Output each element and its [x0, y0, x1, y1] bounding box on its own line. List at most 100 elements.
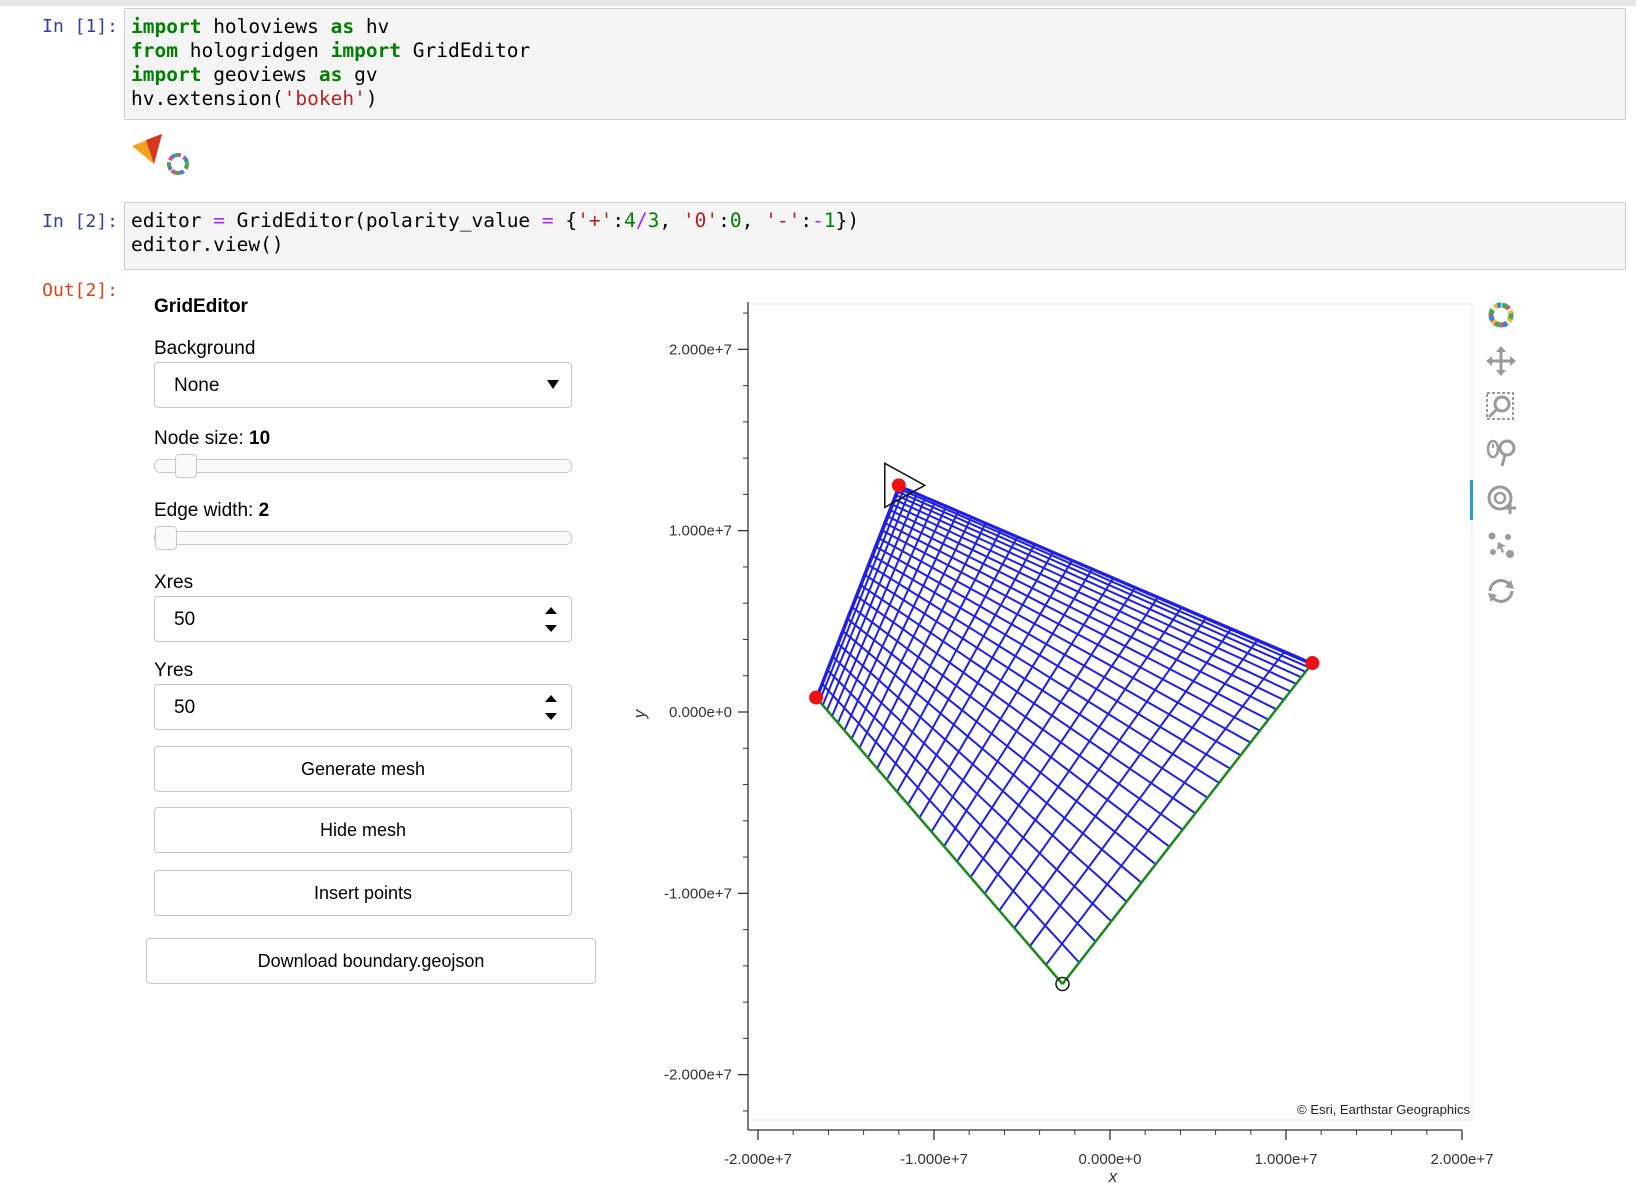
mesh-line-v	[880, 529, 1261, 732]
mesh-line-u	[998, 616, 1208, 912]
cell-2-prompt: In [2]:	[42, 211, 118, 232]
y-tick-label: 2.000e+7	[669, 341, 732, 358]
code-token: GridEditor(polarity_value	[224, 209, 542, 232]
boundary-edge-right	[1061, 662, 1314, 985]
insert-points-button[interactable]: Insert points	[154, 870, 572, 916]
background-select-value: None	[174, 375, 220, 396]
code-cell-2[interactable]: editor = GridEditor(polarity_value = {'+…	[124, 202, 1626, 270]
wheel-zoom-icon[interactable]	[1484, 436, 1518, 470]
mesh-line-v	[894, 493, 1302, 679]
code-token: import	[330, 39, 402, 62]
y-tick-label: -2.000e+7	[664, 1067, 732, 1084]
mesh-line-v	[846, 617, 1157, 866]
mesh-line-v	[871, 554, 1231, 770]
mesh-line-u	[956, 586, 1137, 862]
decrement-icon[interactable]	[545, 713, 557, 720]
download-boundary-button[interactable]: Download boundary.geojson	[146, 938, 596, 984]
code-token: {	[553, 209, 578, 232]
code-token: 3	[647, 209, 660, 232]
boundary-lines	[815, 662, 1314, 985]
generate-mesh-button[interactable]: Generate mesh	[154, 746, 572, 792]
code-line: hv.extension('bokeh')	[131, 87, 1619, 111]
mesh-line-v	[898, 485, 1312, 666]
code-token: import	[131, 15, 202, 38]
code-token: geoviews	[201, 63, 319, 86]
x-tick-label: -1.000e+7	[900, 1151, 968, 1168]
edge-width-slider[interactable]	[154, 526, 572, 550]
code-token: ,	[741, 209, 766, 232]
xres-input[interactable]: 50	[154, 596, 572, 642]
mesh-line-v	[820, 682, 1080, 964]
edge-width-value: 2	[258, 500, 270, 521]
poly-edit-icon[interactable]	[1484, 528, 1518, 562]
increment-icon[interactable]	[545, 695, 557, 702]
background-select[interactable]: None	[154, 362, 572, 408]
reset-icon[interactable]	[1484, 574, 1518, 608]
xres-value: 50	[174, 609, 196, 630]
code-line: import holoviews as hv	[131, 15, 1619, 39]
point-draw-icon[interactable]	[1484, 482, 1518, 516]
node-size-slider[interactable]	[154, 454, 572, 478]
bokeh-logo-icon[interactable]	[1484, 298, 1518, 332]
code-token: as	[330, 15, 355, 38]
yres-input[interactable]: 50	[154, 684, 572, 730]
hide-mesh-button[interactable]: Hide mesh	[154, 807, 572, 853]
xres-label: Xres	[154, 572, 194, 593]
decrement-icon[interactable]	[545, 625, 557, 632]
code-token: hv.extension(	[131, 87, 284, 110]
y-tick-label: -1.000e+7	[664, 885, 732, 902]
node-size-value: 10	[249, 428, 271, 449]
code-token: -	[812, 209, 824, 232]
mesh-line-v	[836, 642, 1128, 903]
mesh-line-v	[874, 545, 1242, 757]
mesh-line-v	[886, 515, 1277, 711]
boundary-node[interactable]	[809, 690, 824, 705]
code-line: import geoviews as gv	[131, 63, 1619, 87]
boundary-node[interactable]	[1305, 656, 1320, 671]
pan-icon[interactable]	[1484, 344, 1518, 378]
mesh-line-u	[930, 567, 1094, 833]
active-tool-indicator	[1470, 480, 1473, 520]
code-token: )	[365, 87, 378, 110]
attribution-text: © Esri, Earthstar Geographics	[1297, 1102, 1470, 1117]
mesh-line-u	[969, 596, 1160, 878]
mesh-line-v	[855, 594, 1184, 831]
boundary-node-hollow[interactable]	[1055, 976, 1070, 992]
mesh-line-u	[983, 606, 1183, 895]
code-line: editor.view()	[131, 233, 1619, 257]
box-zoom-icon[interactable]	[1484, 390, 1518, 424]
mesh-line-v	[896, 490, 1307, 673]
mesh-line-v	[859, 583, 1196, 815]
increment-icon[interactable]	[545, 607, 557, 614]
mesh-line-v	[863, 573, 1209, 799]
mesh-line-v	[867, 563, 1220, 784]
code-token: :	[612, 209, 625, 232]
code-token: holoviews	[201, 15, 331, 38]
y-tick-label: 1.000e+7	[669, 523, 732, 540]
code-token: 4	[624, 209, 636, 232]
edge-width-slider-handle[interactable]	[155, 526, 177, 550]
x-tick-label: 2.000e+7	[1431, 1151, 1494, 1168]
mesh-line-u	[918, 559, 1074, 819]
boundary-node[interactable]	[891, 478, 906, 493]
selected-node-marker	[884, 462, 927, 509]
mesh-line-v	[892, 498, 1297, 685]
code-token: editor	[131, 209, 214, 232]
edge-width-label: Edge width: 2	[154, 500, 269, 522]
mesh-line-u	[1029, 639, 1259, 947]
x-tick-label: -2.000e+7	[724, 1151, 792, 1168]
mesh-grid	[815, 484, 1314, 985]
y-axis-label: y	[630, 708, 649, 719]
node-size-slider-handle[interactable]	[174, 454, 197, 478]
code-cell-1[interactable]: import holoviews as hv from hologridgen i…	[124, 8, 1626, 120]
y-tick-label: 0.000e+0	[669, 704, 732, 721]
code-token: GridEditor	[401, 39, 531, 62]
yres-value: 50	[174, 697, 196, 718]
code-token: })	[835, 209, 860, 232]
code-token: '0'	[682, 209, 719, 232]
vertex-nodes[interactable]	[809, 462, 1320, 992]
x-axis-label: x	[1108, 1167, 1118, 1186]
code-token: :	[800, 209, 813, 232]
mesh-line-v	[826, 668, 1097, 943]
